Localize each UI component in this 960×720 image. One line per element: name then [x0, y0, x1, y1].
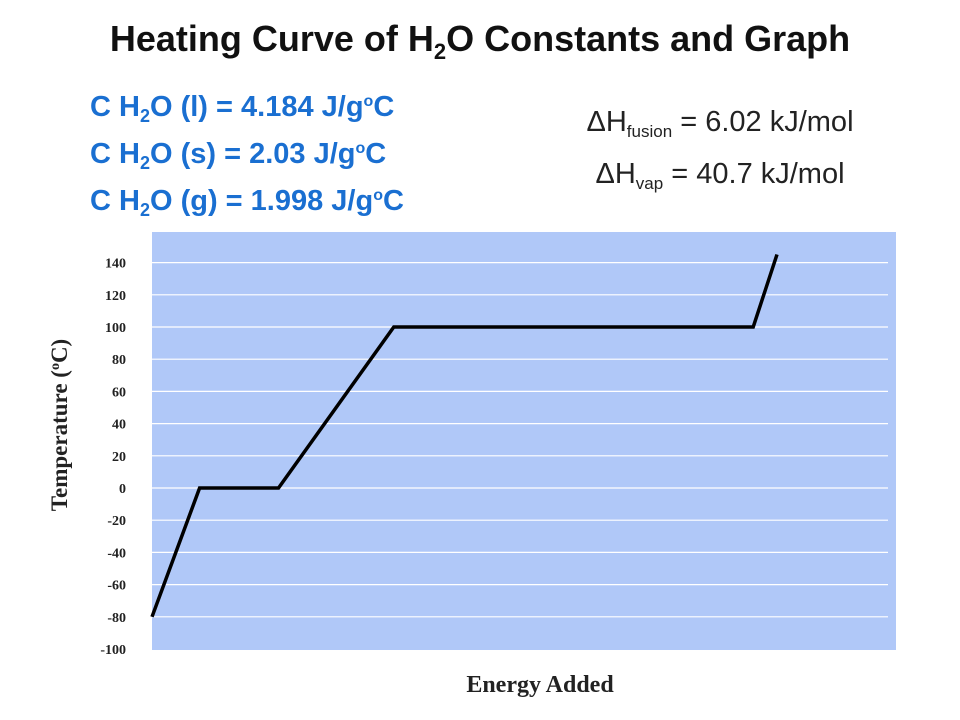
constant-liquid: C H2O (l) = 4.184 J/goC: [90, 91, 395, 126]
enthalpy-vaporization: ΔHvap = 40.7 kJ/mol: [595, 158, 845, 193]
y-tick-label: 100: [105, 321, 126, 336]
y-tick-label: -20: [107, 514, 126, 529]
y-tick-label: 120: [105, 289, 126, 304]
y-tick-label: 20: [112, 450, 126, 465]
constant-gas: C H2O (g) = 1.998 J/goC: [90, 185, 404, 220]
y-tick-label: 40: [112, 418, 126, 433]
constant-solid: C H2O (s) = 2.03 J/goC: [90, 138, 387, 173]
y-tick-label: -80: [107, 611, 126, 626]
y-tick-label: 140: [105, 257, 126, 272]
y-tick-label: 0: [119, 482, 126, 497]
y-tick-label: 80: [112, 353, 126, 368]
plot-area: [152, 232, 896, 650]
x-axis-label: Energy Added: [466, 672, 614, 698]
y-tick-label: -100: [100, 643, 126, 658]
y-tick-label: -40: [107, 546, 126, 561]
enthalpy-fusion: ΔHfusion = 6.02 kJ/mol: [586, 106, 854, 141]
y-axis-label: Temperature (oC): [47, 338, 72, 512]
specific-heat-constants: C H2O (l) = 4.184 J/goC C H2O (s) = 2.03…: [90, 86, 404, 227]
y-tick-label: -60: [107, 579, 126, 594]
heating-curve-line: [150, 253, 779, 618]
y-tick-label: 60: [112, 385, 126, 400]
page-title: Heating Curve of H2O Constants and Graph: [109, 18, 851, 64]
enthalpy-values: ΔHfusion = 6.02 kJ/mol ΔHvap = 40.7 kJ/m…: [520, 98, 920, 202]
